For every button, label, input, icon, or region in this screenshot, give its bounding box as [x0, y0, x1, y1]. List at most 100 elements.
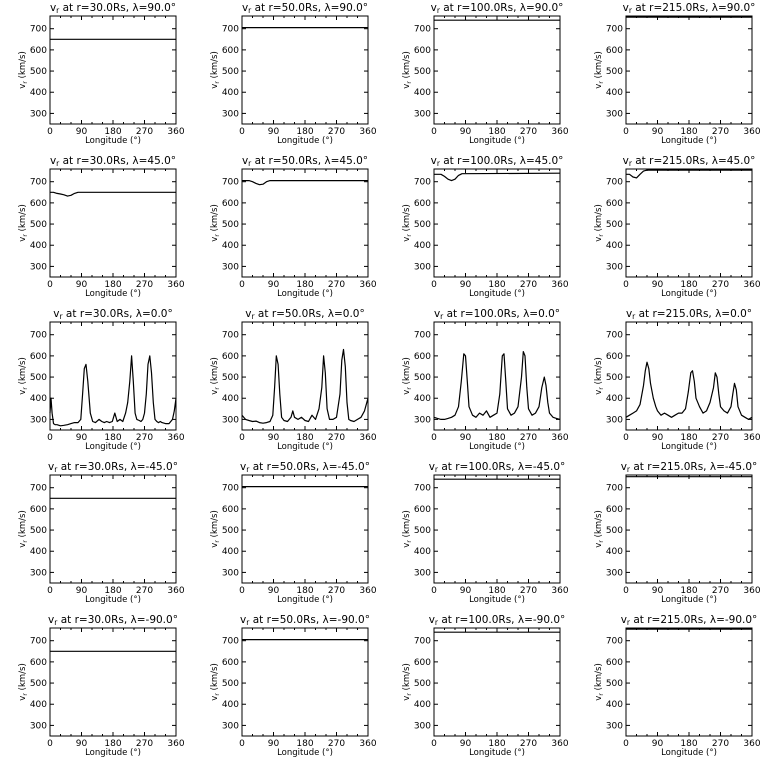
x-axis-label: Longitude (°)	[661, 595, 717, 605]
y-label-unit: (km/s)	[594, 357, 604, 387]
x-tick-label: 0	[623, 586, 629, 596]
plot-frame	[433, 474, 561, 584]
y-tick-label: 400	[414, 241, 431, 251]
x-tick-label: 90	[652, 280, 664, 290]
y-label-v: v	[402, 390, 412, 395]
y-label-v: v	[18, 696, 28, 701]
title-text: at r=100.0Rs, λ=-90.0°	[438, 614, 565, 626]
x-tick-label: 0	[47, 586, 53, 596]
x-tick-label: 180	[680, 586, 697, 596]
y-tick-label: 700	[222, 25, 239, 35]
y-label-v: v	[210, 237, 220, 242]
title-r-subscript: r	[56, 6, 60, 15]
y-label-unit: (km/s)	[402, 51, 412, 81]
y-axis-label: vr (km/s)	[210, 204, 221, 242]
title-v-symbol: v	[621, 461, 627, 473]
x-tick-label: 360	[743, 586, 760, 596]
y-tick-label: 400	[606, 700, 623, 710]
title-r-subscript: r	[437, 159, 441, 168]
y-label-subscript: r	[213, 387, 221, 390]
y-tick-label: 600	[606, 505, 623, 515]
y-label-subscript: r	[21, 693, 29, 696]
y-label-v: v	[18, 543, 28, 548]
y-tick-label: 400	[414, 394, 431, 404]
chart-panel-10: vr at r=100.0Rs, λ=0.0°0 90 180 270 36030040…	[402, 308, 569, 452]
x-tick-label: 360	[359, 433, 376, 443]
y-tick-label: 300	[30, 262, 47, 272]
y-label-subscript: r	[213, 693, 221, 696]
y-label-v: v	[402, 84, 412, 89]
chart-panel-19: vr at r=215.0Rs, λ=-90.0°0 90 180 270 360300…	[594, 614, 761, 758]
x-tick-label: 270	[136, 586, 153, 596]
chart-panel-6: vr at r=100.0Rs, λ=45.0°0 90 180 270 3603004…	[402, 155, 569, 299]
y-tick-label: 500	[222, 679, 239, 689]
x-tick-label: 270	[328, 586, 345, 596]
x-tick-label: 360	[743, 433, 760, 443]
x-tick-label: 180	[488, 433, 505, 443]
plot-frame	[433, 627, 561, 737]
x-tick-label: 270	[520, 127, 537, 137]
x-tick-label: 360	[359, 586, 376, 596]
title-text: at r=50.0Rs, λ=0.0°	[255, 308, 365, 320]
plot-frame	[625, 168, 753, 278]
x-tick-label: 90	[268, 127, 280, 137]
x-tick-label: 270	[520, 433, 537, 443]
y-tick-label: 600	[222, 352, 239, 362]
x-axis-label: Longitude (°)	[661, 442, 717, 452]
y-label-unit: (km/s)	[402, 204, 412, 234]
y-tick-label: 700	[222, 178, 239, 188]
y-tick-label: 500	[414, 67, 431, 77]
y-label-subscript: r	[213, 81, 221, 84]
y-tick-label: 600	[414, 46, 431, 56]
x-tick-label: 0	[623, 433, 629, 443]
y-axis-label: vr (km/s)	[402, 357, 413, 395]
series-line	[50, 191, 176, 197]
title-v-symbol: v	[621, 614, 627, 626]
x-tick-label: 180	[488, 127, 505, 137]
y-axis-label: vr (km/s)	[18, 51, 29, 89]
x-axis-label: Longitude (°)	[277, 442, 333, 452]
x-tick-label: 180	[296, 586, 313, 596]
y-tick-label: 300	[222, 109, 239, 119]
y-tick-label: 600	[414, 199, 431, 209]
title-r-subscript: r	[246, 618, 250, 627]
title-r-subscript: r	[60, 312, 64, 321]
x-tick-label: 90	[268, 280, 280, 290]
y-tick-label: 400	[414, 547, 431, 557]
chart-panel-11: vr at r=215.0Rs, λ=0.0°0 90 180 270 36030040…	[594, 308, 761, 452]
x-tick-label: 0	[431, 739, 437, 749]
y-label-unit: (km/s)	[402, 510, 412, 540]
y-tick-label: 700	[30, 178, 47, 188]
y-label-unit: (km/s)	[402, 663, 412, 693]
title-text: at r=100.0Rs, λ=45.0°	[440, 155, 563, 167]
y-tick-label: 500	[222, 373, 239, 383]
x-axis-label: Longitude (°)	[85, 442, 141, 452]
y-label-v: v	[210, 543, 220, 548]
title-r-subscript: r	[437, 6, 441, 15]
chart-title: vr at r=50.0Rs, λ=45.0°	[242, 155, 368, 168]
chart-panel-7: vr at r=215.0Rs, λ=45.0°0 90 180 270 3603004…	[594, 155, 761, 299]
x-tick-label: 90	[652, 127, 664, 137]
x-tick-label: 0	[431, 433, 437, 443]
y-label-v: v	[402, 237, 412, 242]
chart-title: vr at r=100.0Rs, λ=45.0°	[431, 155, 564, 168]
series-line	[242, 180, 368, 186]
y-tick-label: 500	[222, 67, 239, 77]
title-text: at r=30.0Rs, λ=45.0°	[59, 155, 176, 167]
y-axis-label: vr (km/s)	[594, 204, 605, 242]
x-axis-label: Longitude (°)	[469, 748, 525, 758]
plot-frame	[241, 321, 369, 431]
title-text: at r=215.0Rs, λ=45.0°	[632, 155, 755, 167]
y-tick-label: 500	[222, 526, 239, 536]
y-tick-label: 300	[30, 109, 47, 119]
x-tick-label: 90	[652, 739, 664, 749]
y-label-v: v	[402, 696, 412, 701]
x-tick-label: 180	[104, 127, 121, 137]
y-label-unit: (km/s)	[594, 510, 604, 540]
y-tick-label: 300	[606, 109, 623, 119]
chart-panel-9: vr at r=50.0Rs, λ=0.0°0 90 180 270 360300400…	[210, 308, 377, 452]
y-tick-label: 700	[30, 637, 47, 647]
x-tick-label: 0	[47, 739, 53, 749]
series-line	[49, 355, 177, 427]
title-r-subscript: r	[629, 159, 633, 168]
